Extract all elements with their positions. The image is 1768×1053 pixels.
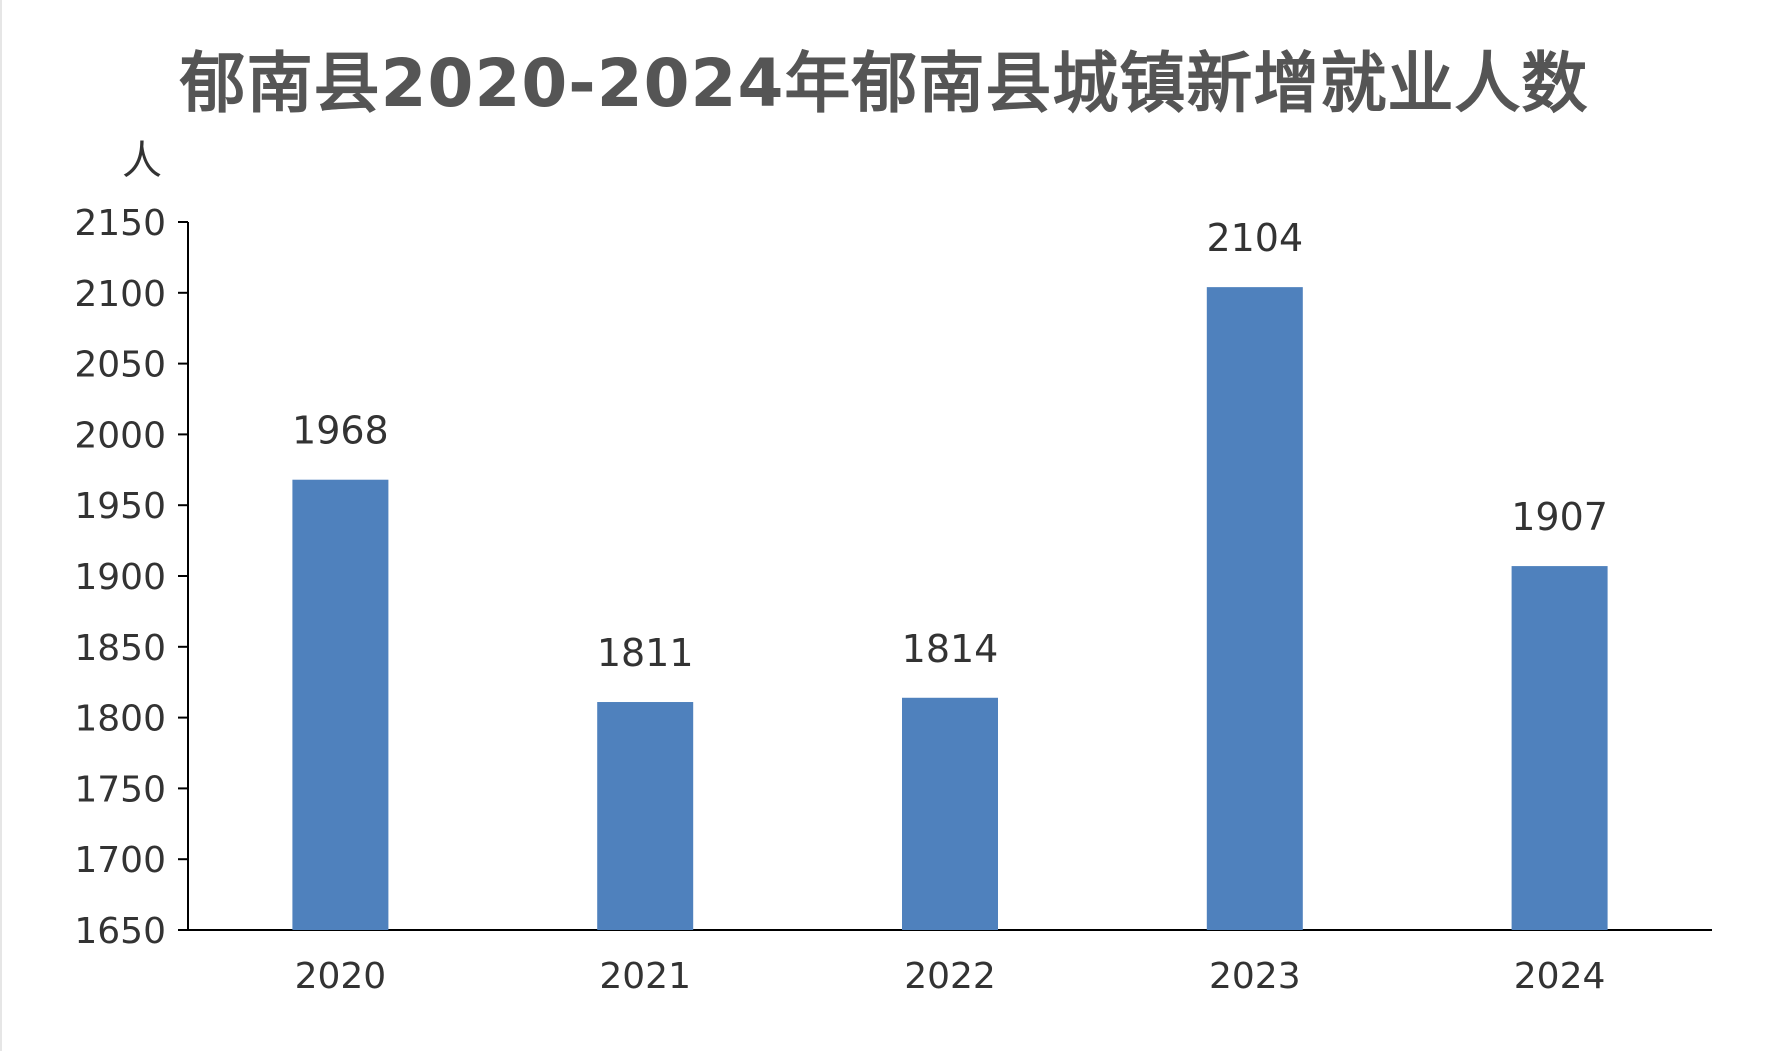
x-tick-label-2023: 2023	[1209, 956, 1301, 997]
bar-2022	[902, 697, 998, 930]
chart-title: 郁南县2020-2024年郁南县城镇新增就业人数	[179, 45, 1589, 122]
x-tick-label-2021: 2021	[599, 956, 691, 997]
y-axis-unit-label: 人	[122, 138, 162, 184]
data-label-2020: 1968	[292, 409, 389, 453]
y-tick-label: 2150	[74, 203, 166, 244]
y-tick-label: 1700	[74, 840, 166, 881]
y-tick-label: 1900	[74, 557, 166, 598]
y-tick-label: 1800	[74, 699, 166, 740]
bar-2020	[292, 479, 389, 930]
bar-2021	[597, 702, 694, 930]
y-tick-label: 1850	[74, 628, 166, 669]
x-tick-label-2020: 2020	[295, 956, 387, 997]
y-tick-label: 2050	[74, 345, 166, 386]
x-tick-label-2022: 2022	[904, 956, 996, 997]
bar-2024	[1511, 566, 1608, 930]
data-label-2022: 1814	[902, 627, 999, 671]
x-tick-label-2024: 2024	[1514, 956, 1606, 997]
y-tick-label: 1950	[74, 486, 166, 527]
y-tick-label: 1750	[74, 769, 166, 810]
data-label-2024: 1907	[1511, 495, 1608, 539]
data-label-2023: 2104	[1206, 216, 1303, 260]
y-tick-label: 2000	[74, 415, 166, 456]
y-tick-label: 1650	[74, 911, 166, 952]
data-label-2021: 1811	[597, 631, 694, 675]
bar-2023	[1206, 287, 1303, 930]
y-tick-label: 2100	[74, 274, 166, 315]
